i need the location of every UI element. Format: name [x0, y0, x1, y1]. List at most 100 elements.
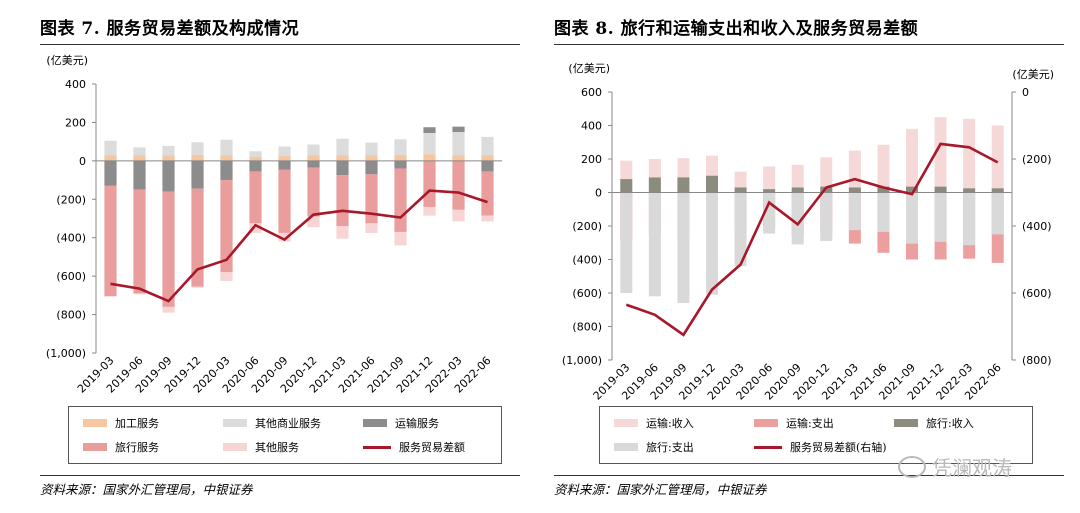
- bar-运输服务: [307, 160, 320, 168]
- legend-swatch: [754, 419, 778, 427]
- bar-其他服务: [220, 272, 233, 281]
- legend-swatch: [83, 419, 107, 427]
- bar-其他服务: [249, 223, 262, 233]
- bar-加工服务: [365, 155, 378, 161]
- legend-swatch: [363, 445, 391, 449]
- bar-其他服务: [394, 231, 407, 246]
- legend-swatch: [83, 443, 107, 451]
- bar-运输服务: [423, 127, 436, 133]
- legend-item: 旅行服务: [83, 439, 159, 455]
- bar-加工服务: [133, 155, 146, 161]
- bar-运输:收入: [820, 157, 833, 193]
- bar-旅行服务: [452, 160, 465, 210]
- y-axis-unit: (亿美元): [46, 54, 88, 67]
- y-axis-unit: (亿美元): [568, 62, 610, 75]
- bar-运输:收入: [934, 117, 947, 193]
- bar-其他服务: [336, 226, 349, 239]
- chart-plot: (亿美元)4002000(200)(400)(600)(800)(1,000)2…: [46, 54, 502, 396]
- bar-运输服务: [104, 160, 117, 186]
- bar-加工服务: [336, 155, 349, 161]
- bar-旅行:收入: [734, 187, 747, 193]
- bar-旅行服务: [133, 189, 146, 294]
- bar-加工服务: [104, 155, 117, 161]
- bar-其他服务: [133, 293, 146, 295]
- bar-旅行:收入: [906, 186, 918, 193]
- bar-其他商业服务: [394, 139, 407, 155]
- bar-旅行服务: [307, 167, 320, 217]
- legend-item: 旅行:收入: [894, 415, 974, 431]
- bar-其他商业服务: [220, 139, 233, 156]
- bar-其他商业服务: [249, 151, 262, 158]
- legend-swatch: [223, 443, 247, 451]
- bar-旅行服务: [394, 168, 407, 232]
- bar-旅行:收入: [620, 179, 633, 193]
- legend-swatch: [363, 419, 387, 427]
- bar-旅行:支出: [934, 192, 947, 242]
- bar-其他商业服务: [452, 132, 465, 156]
- legend-item: 其他商业服务: [223, 415, 321, 431]
- bar-其他服务: [423, 206, 436, 216]
- bar-其他商业服务: [336, 138, 349, 156]
- watermark-text: 凭澜观涛: [932, 456, 1012, 480]
- legend-item: 服务贸易差额: [363, 439, 465, 455]
- bar-旅行:收入: [934, 186, 947, 193]
- legend: 加工服务 其他商业服务 运输服务 旅行服务 其他服务 服务贸易差额: [68, 406, 502, 464]
- bar-其他服务: [481, 215, 494, 222]
- y-tick-label: (600): [572, 287, 602, 300]
- y-tick-label: 0: [595, 187, 602, 200]
- bar-运输:收入: [791, 164, 804, 193]
- bar-旅行:支出: [791, 192, 804, 245]
- legend-label: 运输:收入: [646, 417, 694, 430]
- y2-tick-label: (400): [1022, 220, 1052, 233]
- bar-运输服务: [336, 160, 349, 176]
- y2-tick-label: 0: [1022, 86, 1029, 99]
- legend-label: 运输:支出: [786, 417, 834, 430]
- source-note: 资料来源：国家外汇管理局，中银证券: [554, 482, 767, 497]
- legend-label: 其他服务: [255, 441, 299, 454]
- bar-旅行服务: [191, 188, 204, 287]
- legend-item: 其他服务: [223, 439, 299, 455]
- bar-旅行:支出: [648, 192, 661, 297]
- bar-其他商业服务: [307, 144, 320, 156]
- bar-旅行:支出: [620, 192, 633, 293]
- bar-旅行服务: [249, 171, 262, 224]
- bar-旅行:支出: [763, 192, 776, 234]
- legend-swatch: [754, 445, 782, 449]
- legend-label: 旅行:支出: [646, 441, 694, 454]
- chart-svg: (亿美元) (亿美元) 600 400 200 0 (200) (400) (600) (800)…: [562, 62, 1054, 403]
- bar-加工服务: [307, 155, 320, 161]
- bar-运输服务: [220, 160, 233, 181]
- title-rule: [554, 44, 1064, 45]
- bar-其他商业服务: [104, 140, 117, 156]
- bar-其他服务: [365, 223, 378, 233]
- bar-运输:收入: [763, 166, 776, 193]
- legend-label: 旅行:收入: [926, 417, 974, 430]
- bar-运输服务: [133, 160, 146, 190]
- bar-加工服务: [394, 154, 407, 161]
- y-tick-label: (200): [56, 193, 86, 206]
- legend-swatch: [894, 419, 918, 427]
- bar-旅行服务: [336, 175, 349, 227]
- bar-旅行:收入: [677, 177, 690, 193]
- chart-panel-left: 图表 7. 服务贸易差额及构成情况 (亿美元) 400 200 0 (200) (400)…: [40, 19, 520, 497]
- bar-其他服务: [191, 286, 204, 288]
- bar-旅行:支出: [877, 192, 890, 232]
- y-tick-label: 400: [65, 78, 86, 91]
- bar-运输:收入: [906, 128, 918, 193]
- bar-其他商业服务: [162, 145, 175, 156]
- bar-其他商业服务: [191, 142, 204, 155]
- bar-旅行:收入: [963, 188, 976, 193]
- chart-title: 图表 8. 旅行和运输支出和收入及服务贸易差额: [554, 19, 919, 39]
- watermark: 凭澜观涛: [898, 452, 1012, 481]
- bar-加工服务: [423, 154, 436, 161]
- y-tick-label: (600): [56, 270, 86, 283]
- source-note: 资料来源：国家外汇管理局，中银证券: [40, 482, 253, 497]
- bar-运输服务: [452, 126, 465, 133]
- bar-其他商业服务: [423, 132, 436, 155]
- legend-item: 运输:收入: [614, 415, 694, 431]
- bar-运输:收入: [877, 144, 890, 193]
- bar-旅行服务: [220, 180, 233, 273]
- y-tick-label: (1,000): [562, 354, 602, 367]
- bar-旅行:支出: [677, 192, 690, 304]
- bar-旅行:收入: [763, 189, 776, 193]
